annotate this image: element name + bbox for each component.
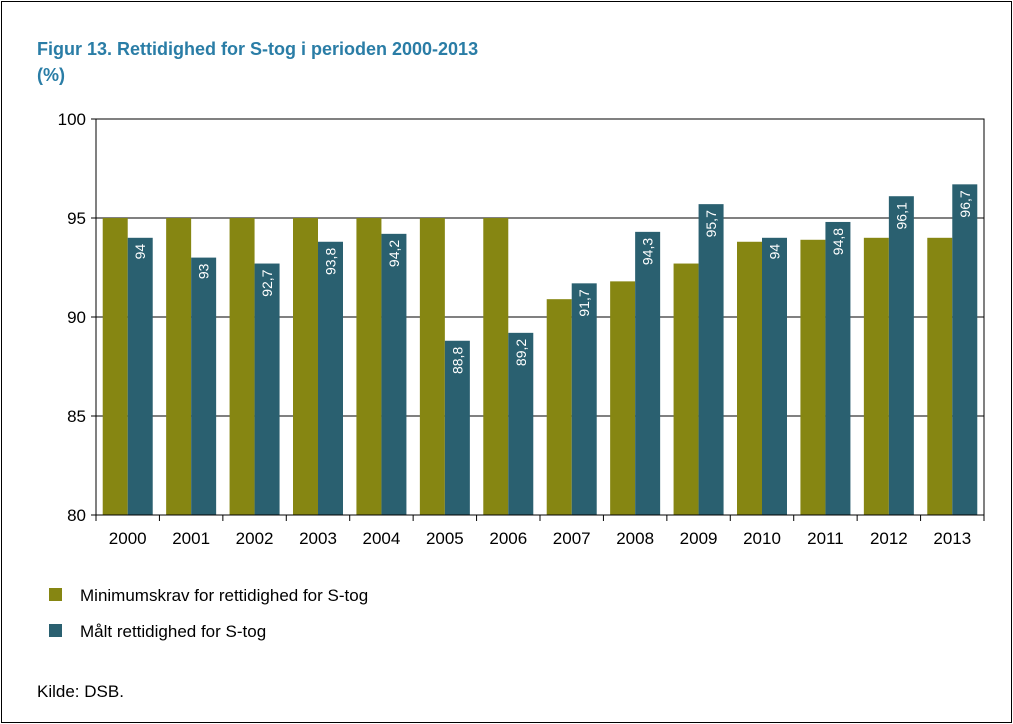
data-label: 93,8 <box>323 248 339 275</box>
data-label: 92,7 <box>259 269 275 296</box>
bar-series-1 <box>863 237 889 516</box>
x-tick-label: 2011 <box>807 529 844 548</box>
x-tick-label: 2013 <box>933 529 971 548</box>
legend-label-series-2: Målt rettidighed for S-tog <box>80 622 267 641</box>
source-note: Kilde: DSB. <box>37 682 124 701</box>
data-label: 88,8 <box>449 347 465 374</box>
chart-title: Figur 13. Rettidighed for S-tog i period… <box>37 39 479 59</box>
x-tick-label: 2010 <box>743 529 781 548</box>
bar-series-1 <box>102 218 128 515</box>
y-tick-label: 80 <box>67 506 86 525</box>
bar-series-2 <box>254 263 280 515</box>
bar-series-2 <box>318 241 343 515</box>
plot-area <box>95 118 985 516</box>
legend-label-series-1: Minimumskrav for rettidighed for S-tog <box>80 586 369 605</box>
bar-series-2 <box>888 196 914 515</box>
legend-item-series-1: Minimumskrav for rettidighed for S-tog <box>49 586 368 606</box>
x-tick-label: 2001 <box>172 529 210 548</box>
y-tick-label: 90 <box>67 308 86 327</box>
x-tick-label: 2005 <box>426 529 464 548</box>
bar-series-2 <box>508 332 534 515</box>
x-tick-label: 2002 <box>236 529 274 548</box>
bar-series-1 <box>356 218 382 515</box>
x-tick-label: 2009 <box>680 529 718 548</box>
bar-series-2 <box>191 257 217 515</box>
data-label: 94,8 <box>830 228 846 255</box>
data-label: 96,1 <box>893 202 909 229</box>
bar-series-1 <box>229 218 255 515</box>
bar-series-2 <box>825 221 851 515</box>
x-tick-label: 2004 <box>363 529 401 548</box>
bar-series-2 <box>571 283 597 515</box>
legend-item-series-2: Målt rettidighed for S-tog <box>49 622 266 642</box>
data-label: 91,7 <box>576 289 592 316</box>
bar-series-2 <box>381 233 407 515</box>
bar-series-2 <box>127 237 153 516</box>
x-tick-label: 2003 <box>299 529 337 548</box>
bar-series-1 <box>483 218 509 515</box>
bar-series-2 <box>762 237 787 516</box>
data-label: 93 <box>196 263 212 279</box>
x-tick-label: 2006 <box>489 529 527 548</box>
legend-swatch-series-1 <box>49 588 62 602</box>
y-tick-label: 85 <box>67 407 86 426</box>
legend-swatch-series-2 <box>49 624 62 638</box>
bar-series-1 <box>546 299 572 515</box>
x-tick-label: 2007 <box>553 529 591 548</box>
bar-series-1 <box>166 218 192 515</box>
bar-series-1 <box>737 241 762 515</box>
x-tick-label: 2000 <box>109 529 147 548</box>
bar-series-2 <box>952 184 978 515</box>
bar-series-1 <box>419 218 445 515</box>
data-label: 94 <box>132 244 148 260</box>
bar-series-1 <box>293 218 318 515</box>
data-label: 95,7 <box>703 210 719 237</box>
bar-series-1 <box>927 237 953 516</box>
bar-series-1 <box>610 281 636 515</box>
bar-series-1 <box>800 239 826 515</box>
chart-title-block: Figur 13. Rettidighed for S-tog i period… <box>37 36 478 88</box>
data-label: 94,3 <box>640 238 656 265</box>
chart-subtitle: (%) <box>37 65 65 85</box>
x-tick-label: 2012 <box>870 529 908 548</box>
y-tick-label: 100 <box>58 110 86 129</box>
bar-series-2 <box>698 204 724 515</box>
x-tick-label: 2008 <box>616 529 654 548</box>
y-tick-label: 95 <box>67 209 86 228</box>
bar-series-2 <box>635 231 661 516</box>
data-label: 89,2 <box>513 339 529 366</box>
data-label: 94,2 <box>386 240 402 267</box>
data-label: 94 <box>767 244 783 260</box>
bar-series-2 <box>444 340 470 515</box>
data-label: 96,7 <box>957 190 973 217</box>
bar-series-1 <box>673 263 699 515</box>
